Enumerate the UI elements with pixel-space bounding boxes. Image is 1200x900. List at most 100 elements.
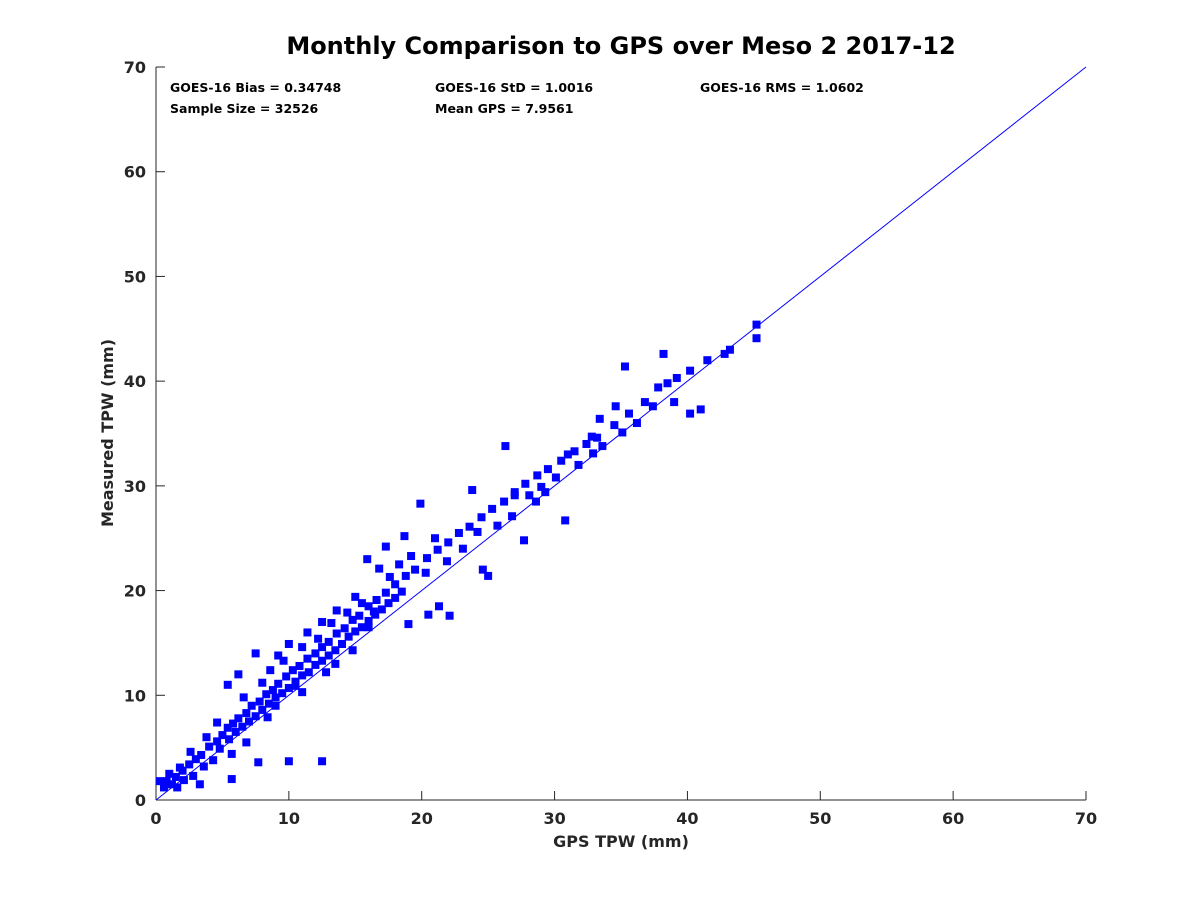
- scatter-point: [384, 599, 393, 608]
- scatter-point: [391, 593, 400, 602]
- scatter-point: [215, 744, 224, 753]
- scatter-point: [444, 538, 453, 547]
- scatter-point: [397, 587, 406, 596]
- scatter-point: [322, 668, 331, 677]
- scatter-point: [332, 629, 341, 638]
- scatter-point: [318, 656, 327, 665]
- scatter-point: [445, 611, 454, 620]
- scatter-point: [291, 677, 300, 686]
- scatter-point: [314, 634, 323, 643]
- scatter-point: [271, 693, 280, 702]
- scatter-point: [598, 442, 607, 451]
- scatter-point: [375, 564, 384, 573]
- stat-sample-size: Sample Size = 32526: [170, 101, 319, 116]
- scatter-point: [213, 737, 222, 746]
- scatter-point: [521, 479, 530, 488]
- scatter-point: [520, 536, 529, 545]
- scatter-point: [303, 628, 312, 637]
- scatter-point: [686, 409, 695, 418]
- y-ticks: 0 10 20 30 40 50 60 70: [124, 58, 165, 810]
- scatter-point: [318, 643, 327, 652]
- scatter-point: [318, 757, 327, 766]
- scatter-point: [338, 639, 346, 648]
- scatter-point: [488, 504, 497, 513]
- scatter-point: [167, 780, 176, 789]
- scatter-point: [343, 608, 352, 617]
- scatter-point: [258, 705, 267, 714]
- scatter-point: [595, 414, 604, 423]
- scatter-point: [372, 595, 381, 604]
- scatter-point: [223, 680, 232, 689]
- scatter-point: [620, 362, 629, 371]
- scatter-point: [501, 442, 510, 451]
- stat-std: GOES-16 StD = 1.0016: [435, 80, 593, 95]
- scatter-point: [593, 433, 602, 442]
- scatter-point: [401, 571, 410, 580]
- scatter-point: [672, 374, 681, 383]
- scatter-point: [355, 611, 364, 620]
- scatter-point: [332, 606, 341, 615]
- scatter-point: [263, 713, 272, 722]
- scatter-point: [510, 491, 519, 500]
- scatter-point: [431, 534, 439, 543]
- scatter-point: [271, 701, 280, 710]
- scatter-point: [423, 554, 432, 563]
- scatter-point: [525, 491, 534, 500]
- scatter-point: [264, 699, 273, 708]
- scatter-point: [357, 623, 366, 632]
- scatter-point: [324, 637, 333, 646]
- scatter-point: [395, 560, 404, 569]
- scatter-point: [454, 528, 463, 537]
- scatter-point: [377, 605, 386, 614]
- scatter-point: [173, 783, 182, 792]
- scatter-point: [262, 690, 271, 699]
- scatter-point: [295, 661, 304, 670]
- scatter-point: [725, 345, 734, 354]
- scatter-point: [251, 712, 260, 721]
- scatter-point: [227, 775, 236, 784]
- scatter-point: [331, 659, 340, 668]
- scatter-point: [242, 709, 251, 718]
- y-tick-label: 60: [124, 163, 146, 182]
- scatter-point: [659, 349, 668, 358]
- scatter-point: [640, 398, 649, 407]
- scatter-point: [537, 482, 546, 491]
- scatter-point: [162, 777, 171, 786]
- y-tick-label: 50: [124, 267, 146, 286]
- scatter-point: [508, 512, 517, 521]
- scatter-point: [288, 666, 297, 675]
- scatter-point: [363, 555, 372, 564]
- scatter-point: [229, 719, 238, 728]
- x-tick-label: 10: [278, 809, 300, 828]
- scatter-point: [478, 565, 487, 574]
- scatter-point: [186, 747, 195, 756]
- scatter-point: [468, 486, 477, 495]
- scatter-point: [543, 465, 552, 474]
- scatter-point: [686, 366, 695, 375]
- scatter-point: [407, 552, 416, 561]
- scatter-point: [278, 689, 287, 698]
- scatter-point: [266, 666, 275, 675]
- scatter-point: [500, 497, 509, 506]
- scatter-point: [205, 742, 214, 751]
- scatter-point: [434, 602, 443, 611]
- scatter-point: [247, 701, 256, 710]
- scatter-point: [311, 660, 320, 669]
- scatter-point: [155, 777, 164, 786]
- x-axis-label: GPS TPW (mm): [553, 832, 689, 851]
- scatter-point: [251, 649, 260, 658]
- scatter-point: [391, 580, 400, 589]
- scatter-point: [284, 757, 293, 766]
- plot-area: 0 10 20 30 40 50 60 70 0 10 20 30 40 50 60 70: [124, 58, 1097, 828]
- scatter-point: [364, 602, 373, 611]
- scatter-point: [223, 723, 232, 732]
- scatter-point: [557, 456, 566, 465]
- scatter-point: [268, 686, 277, 695]
- scatter-point: [654, 383, 663, 392]
- scatter-point: [752, 334, 761, 343]
- y-tick-label: 30: [124, 477, 146, 496]
- chart-title: Monthly Comparison to GPS over Meso 2 20…: [286, 32, 955, 60]
- scatter-point: [284, 639, 293, 648]
- scatter-point: [381, 542, 390, 551]
